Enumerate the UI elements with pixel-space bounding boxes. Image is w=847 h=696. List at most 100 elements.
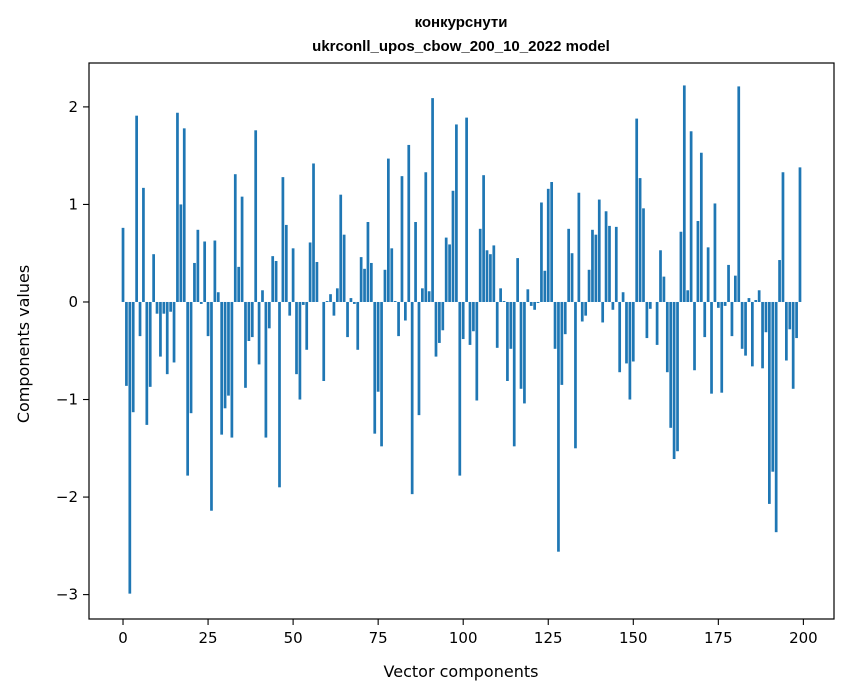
bar-47 — [281, 177, 285, 302]
bar-62 — [332, 301, 336, 316]
x-tick-label-100: 100 — [449, 629, 478, 647]
bar-26 — [210, 301, 213, 511]
bar-187 — [757, 290, 761, 302]
bar-123 — [540, 202, 543, 302]
bar-126 — [550, 182, 554, 302]
bar-170 — [699, 152, 703, 302]
bar-49 — [288, 301, 292, 316]
bar-87 — [417, 301, 421, 416]
bar-129 — [560, 301, 564, 385]
bar-57 — [315, 261, 319, 302]
bar-127 — [553, 301, 557, 349]
bar-192 — [774, 301, 778, 533]
y-tick-label--1: −1 — [56, 391, 78, 409]
bar-55 — [308, 242, 312, 302]
bar-180 — [733, 275, 737, 302]
bar-134 — [577, 192, 581, 302]
bar-125 — [546, 188, 550, 302]
bar-41 — [261, 290, 264, 302]
bar-22 — [196, 229, 200, 302]
bar-1 — [125, 301, 128, 386]
bar-93 — [438, 301, 441, 343]
bar-9 — [152, 254, 155, 302]
x-tick-label-50: 50 — [284, 629, 303, 647]
bar-190 — [768, 301, 771, 504]
bar-114 — [509, 301, 513, 349]
bar-150 — [631, 301, 635, 362]
bar-63 — [335, 288, 339, 302]
bar-60 — [325, 301, 329, 302]
bar-46 — [278, 301, 281, 488]
bar-174 — [713, 203, 717, 302]
bar-141 — [601, 301, 605, 323]
bar-48 — [284, 224, 288, 302]
y-tick-label-2: 2 — [68, 98, 78, 116]
bar-119 — [526, 289, 530, 302]
bar-196 — [788, 301, 792, 330]
bar-24 — [203, 241, 207, 302]
bar-70 — [359, 257, 363, 302]
bar-175 — [716, 301, 720, 308]
bar-104 — [475, 301, 479, 401]
bar-53 — [301, 301, 305, 305]
bar-189 — [764, 301, 768, 333]
bar-132 — [570, 253, 574, 302]
bar-0 — [121, 227, 125, 302]
bar-113 — [506, 301, 509, 381]
bar-90 — [427, 291, 431, 302]
bar-133 — [574, 301, 577, 449]
bar-13 — [165, 301, 169, 375]
bar-101 — [465, 117, 468, 302]
y-tick-label-1: 1 — [68, 195, 78, 213]
y-tick-label--2: −2 — [56, 488, 78, 506]
bar-19 — [186, 301, 190, 476]
bar-2 — [128, 301, 132, 594]
bar-23 — [199, 301, 203, 304]
x-axis-ticks: 0 25 50 75 100 125 150 175 200 — [118, 619, 818, 647]
bar-145 — [614, 226, 618, 302]
bar-40 — [257, 301, 261, 365]
y-tick-label-0: 0 — [68, 293, 78, 311]
bar-43 — [267, 301, 271, 329]
bar-37 — [247, 301, 251, 341]
bar-161 — [669, 301, 673, 428]
bar-12 — [162, 301, 166, 314]
bar-17 — [179, 204, 183, 302]
bar-89 — [424, 172, 428, 302]
bar-138 — [591, 229, 594, 302]
bar-81 — [397, 301, 400, 337]
bar-20 — [189, 301, 193, 414]
bar-34 — [237, 266, 241, 302]
bar-7 — [145, 301, 149, 425]
bar-197 — [791, 301, 795, 389]
bar-164 — [679, 231, 683, 302]
bar-59 — [322, 301, 326, 381]
bar-115 — [512, 301, 516, 447]
bar-44 — [271, 256, 275, 302]
bar-166 — [686, 290, 690, 302]
bar-163 — [676, 301, 679, 452]
bar-182 — [740, 301, 744, 349]
bar-124 — [543, 270, 547, 302]
bar-142 — [604, 211, 608, 302]
bar-188 — [761, 301, 764, 369]
bar-199 — [798, 167, 802, 302]
bar-191 — [771, 301, 775, 472]
bar-195 — [785, 301, 788, 361]
bar-140 — [597, 199, 601, 302]
bar-32 — [230, 301, 234, 438]
bar-39 — [254, 130, 258, 302]
bar-152 — [638, 178, 642, 302]
bar-72 — [366, 222, 370, 302]
bar-169 — [696, 221, 700, 302]
bar-106 — [482, 175, 485, 302]
bar-79 — [390, 248, 394, 302]
plot-frame — [88, 62, 835, 620]
bar-4 — [135, 115, 138, 302]
x-tick-label-200: 200 — [789, 629, 818, 647]
bar-64 — [339, 194, 343, 302]
bar-11 — [159, 301, 162, 357]
bar-171 — [703, 301, 707, 338]
bar-51 — [295, 301, 298, 375]
